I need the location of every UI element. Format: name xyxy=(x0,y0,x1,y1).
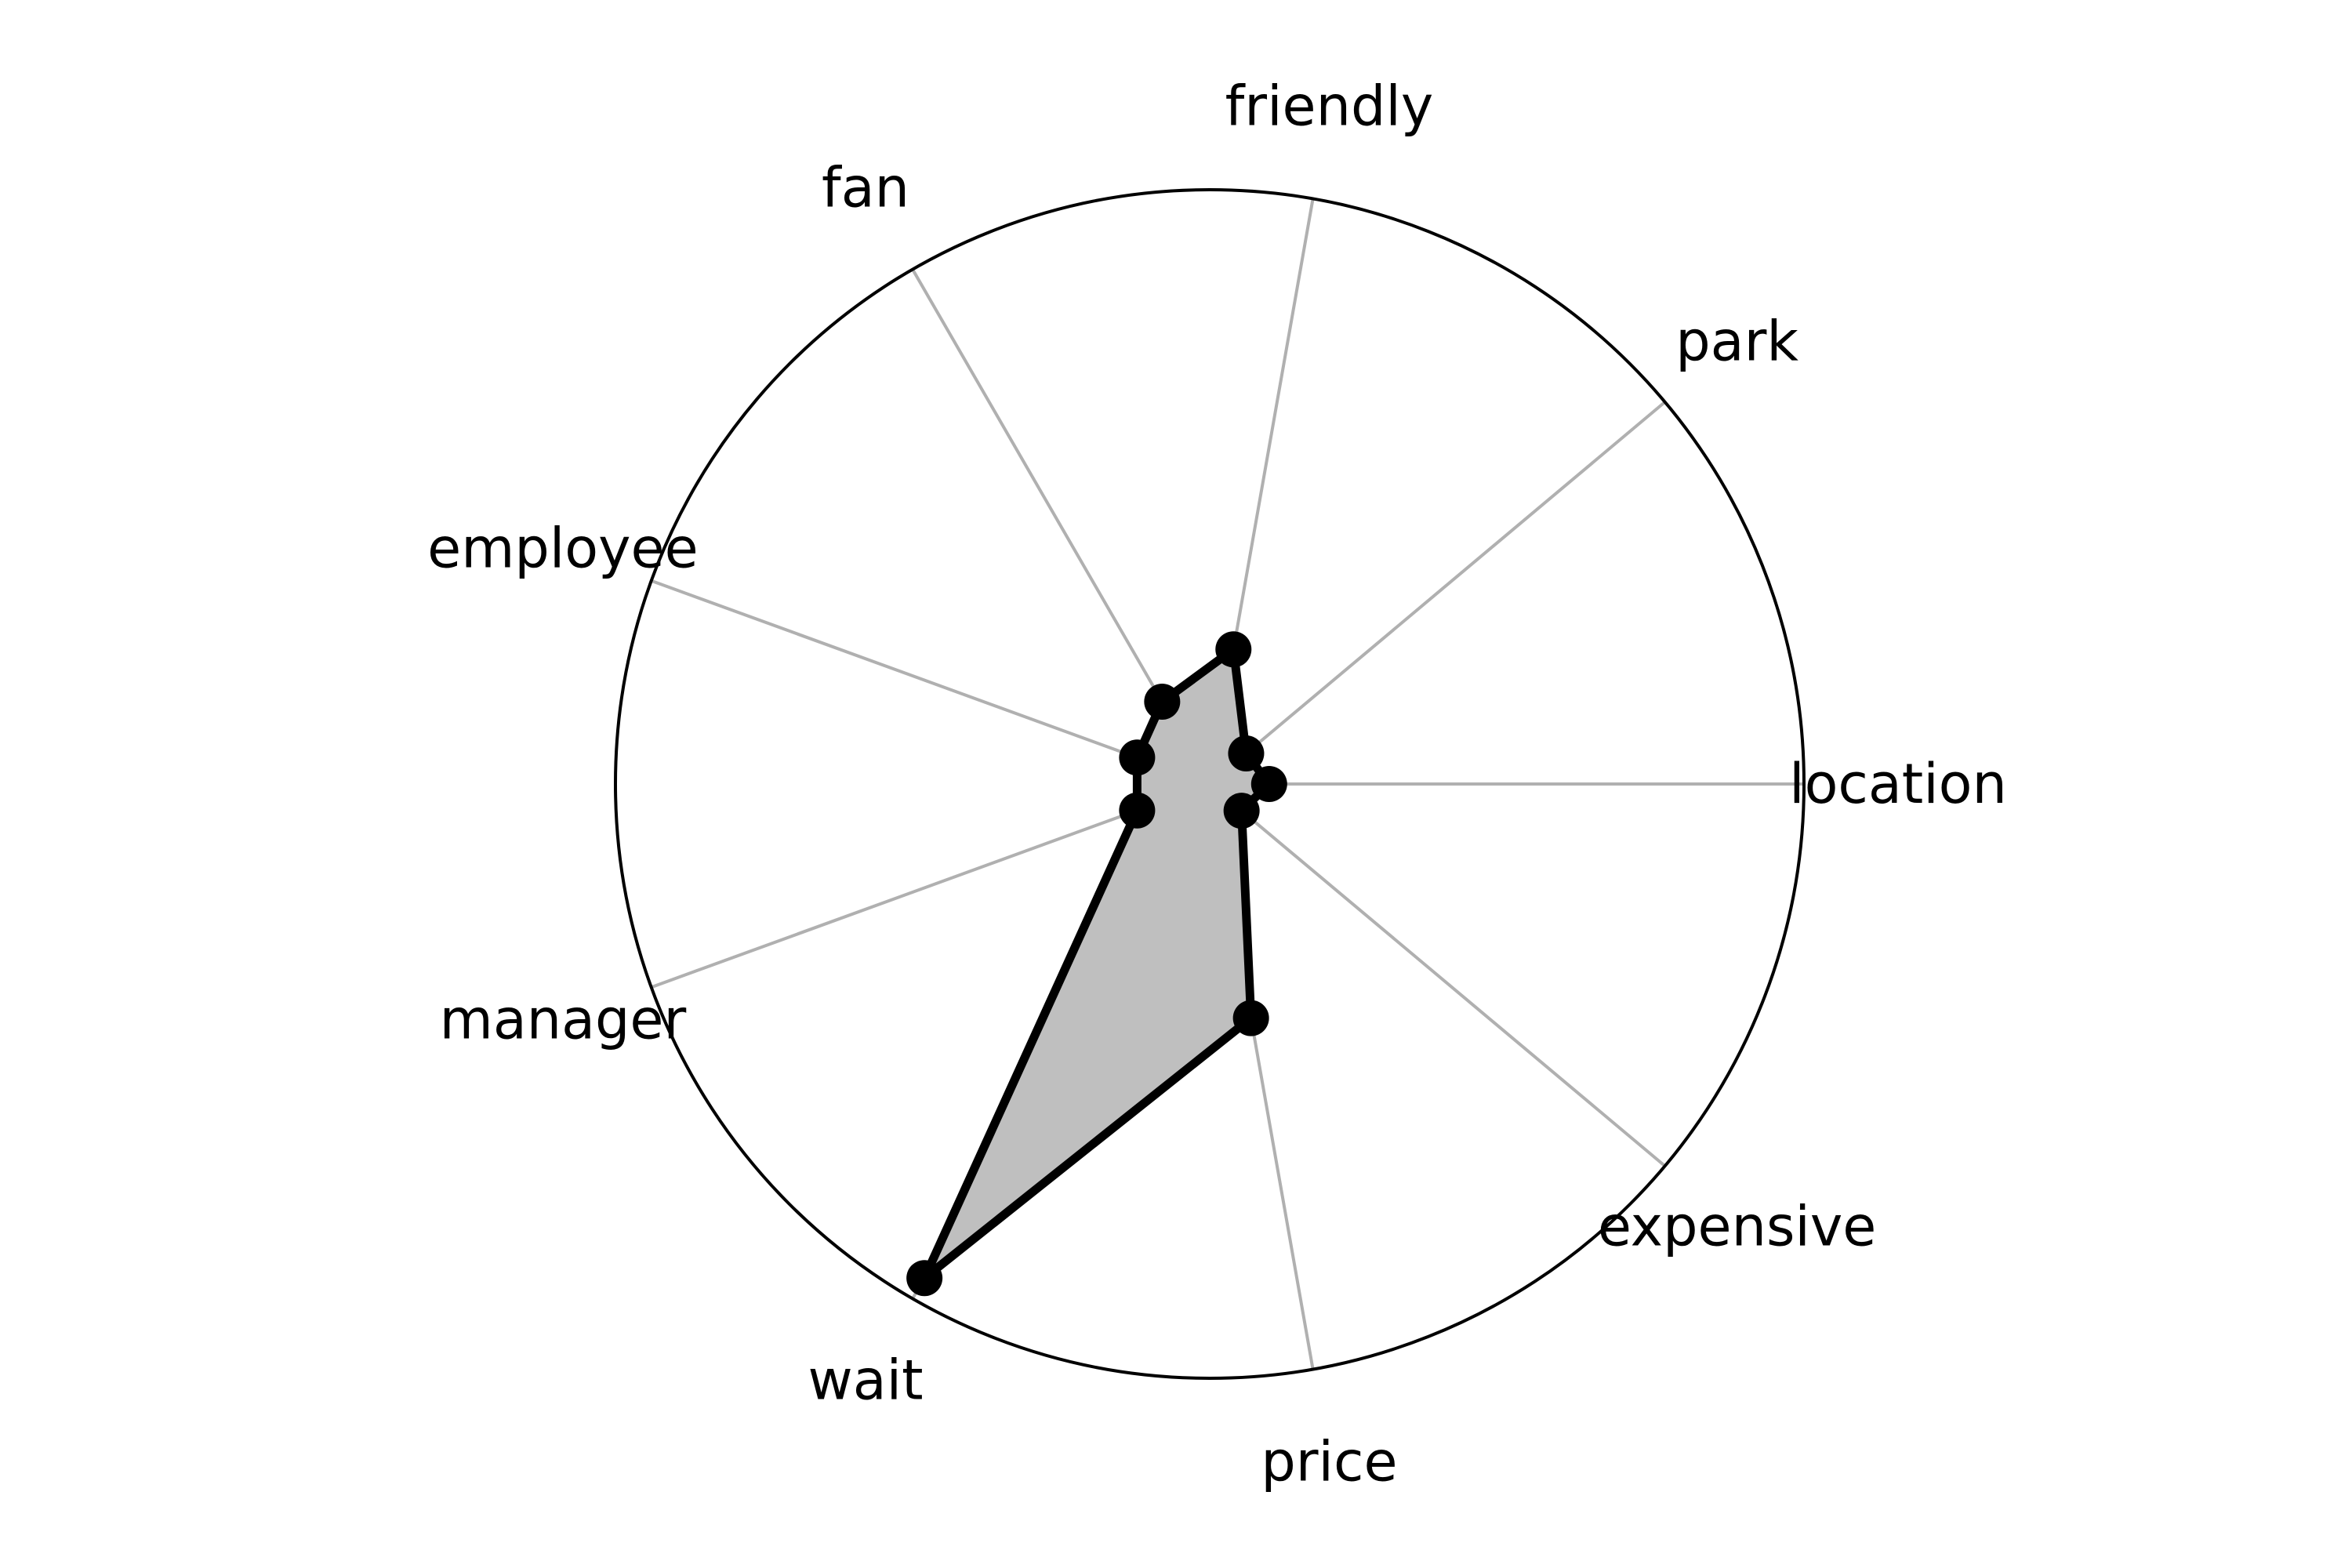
data-point-location xyxy=(1250,766,1287,802)
data-point-employee xyxy=(1119,739,1156,776)
data-point-fan xyxy=(1144,683,1181,720)
category-label-manager: manager xyxy=(440,987,687,1051)
data-point-price xyxy=(1232,1000,1269,1036)
data-point-friendly xyxy=(1215,631,1252,668)
data-point-wait xyxy=(906,1260,943,1297)
category-label-fan: fan xyxy=(822,156,909,220)
spoke-park xyxy=(1208,401,1666,786)
category-labels: location park friendly fan employee manager wa… xyxy=(427,74,2007,1494)
category-label-friendly: friendly xyxy=(1225,74,1434,138)
data-point-expensive xyxy=(1223,793,1260,829)
spoke-expensive xyxy=(1208,782,1666,1167)
series-points xyxy=(906,631,1287,1297)
category-label-wait: wait xyxy=(808,1348,923,1412)
data-point-manager xyxy=(1119,792,1156,829)
category-label-location: location xyxy=(1789,752,2007,816)
radar-outer-circle xyxy=(614,188,1806,1380)
spoke-employee xyxy=(651,579,1210,786)
category-label-price: price xyxy=(1261,1430,1397,1494)
category-label-expensive: expensive xyxy=(1598,1194,1877,1258)
series-area xyxy=(920,641,1276,1282)
spoke-manager xyxy=(651,782,1210,989)
category-label-park: park xyxy=(1675,310,1798,374)
category-label-employee: employee xyxy=(427,517,699,581)
data-point-park xyxy=(1228,735,1265,772)
